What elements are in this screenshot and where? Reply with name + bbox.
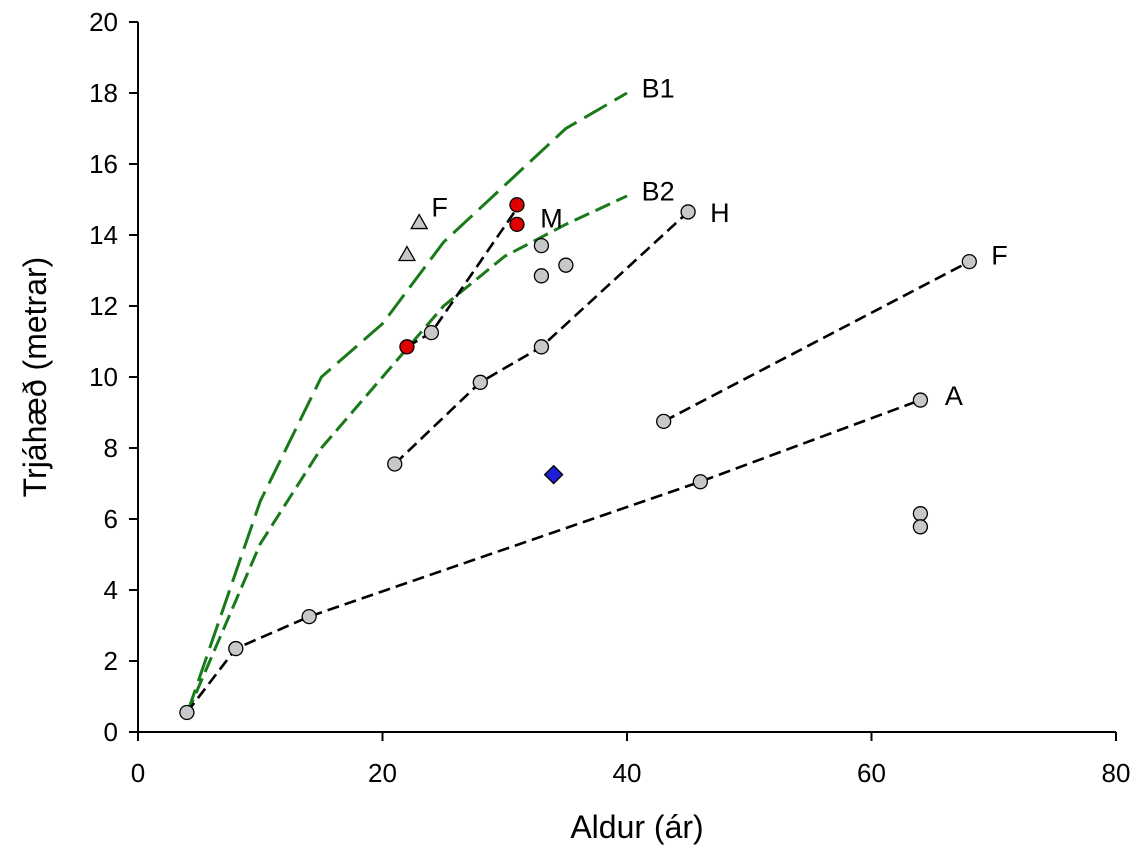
x-tick-label: 60 xyxy=(857,758,886,788)
y-tick-label: 8 xyxy=(104,433,118,463)
data-point-circle xyxy=(387,456,403,472)
annotation-label: F xyxy=(431,193,448,223)
data-point-circle xyxy=(656,413,672,430)
data-point-circle xyxy=(912,392,929,408)
data-point-circle xyxy=(472,374,488,390)
data-point-circle xyxy=(533,237,550,254)
annotation-label: B2 xyxy=(642,177,675,207)
series-line-f xyxy=(663,260,970,423)
y-tick-label: 16 xyxy=(89,149,118,179)
y-tick-label: 10 xyxy=(89,362,118,392)
x-axis-title: Aldur (ár) xyxy=(570,809,703,845)
annotation-label: F xyxy=(991,241,1008,271)
annotation-label: A xyxy=(945,381,963,411)
data-point-circle xyxy=(399,339,415,355)
annotation-label: M xyxy=(540,203,563,233)
y-tick-label: 12 xyxy=(89,291,118,321)
x-tick-label: 40 xyxy=(613,758,642,788)
y-tick-label: 20 xyxy=(89,7,118,37)
data-point-circle xyxy=(680,204,696,220)
reference-curve-b2 xyxy=(185,194,628,715)
x-tick-label: 0 xyxy=(131,758,145,788)
data-point-circle xyxy=(228,640,244,657)
y-tick-label: 6 xyxy=(104,504,118,534)
x-tick-label: 80 xyxy=(1102,758,1131,788)
data-point-circle xyxy=(423,324,440,341)
y-axis-title: Trjáhæð (metrar) xyxy=(17,257,53,498)
data-point-circle xyxy=(912,519,929,535)
y-tick-label: 2 xyxy=(104,646,118,676)
annotation-label: H xyxy=(710,198,730,228)
data-point-circle xyxy=(533,339,550,355)
data-point-circle xyxy=(509,216,525,233)
data-point-circle xyxy=(558,257,574,273)
axes xyxy=(137,22,1116,733)
y-tick-label: 0 xyxy=(104,717,118,747)
y-tick-label: 18 xyxy=(89,78,118,108)
data-point-diamond xyxy=(543,464,564,485)
axis-ticks: 0 20 40 60 80 0 2 4 6 8 10 12 14 16 18 20 xyxy=(89,7,1130,788)
series-line-a xyxy=(185,398,921,714)
data-point-circle xyxy=(301,608,317,625)
data-point-triangle xyxy=(397,245,417,262)
reference-curves xyxy=(185,91,628,715)
data-point-circle xyxy=(912,506,929,522)
reference-curve-b1 xyxy=(185,91,628,715)
data-point-circle xyxy=(179,704,195,721)
y-tick-label: 4 xyxy=(104,575,118,605)
data-point-circle xyxy=(692,474,708,490)
annotation-label: B1 xyxy=(642,74,675,104)
data-markers xyxy=(179,197,977,721)
y-tick-label: 14 xyxy=(89,220,118,250)
data-point-circle xyxy=(509,197,525,213)
data-point-circle xyxy=(533,268,550,284)
data-point-triangle xyxy=(410,213,429,230)
x-tick-label: 20 xyxy=(368,758,397,788)
data-point-circle xyxy=(961,253,977,270)
annotations: B1 B2 H M F F A xyxy=(431,74,1007,411)
series-line-h xyxy=(393,210,690,465)
connected-series-lines xyxy=(185,207,970,714)
